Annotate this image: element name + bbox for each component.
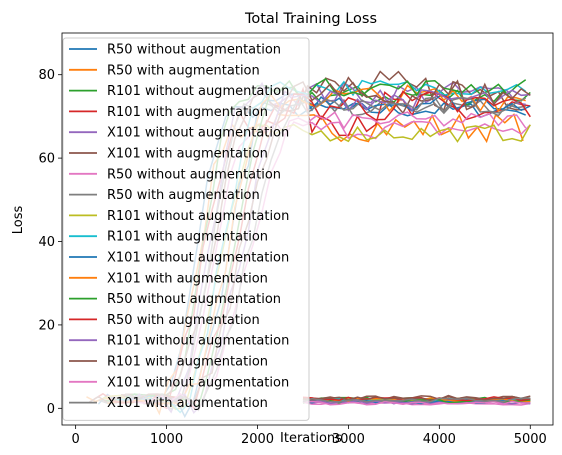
legend-label: R50 with augmentation [107, 313, 260, 328]
legend-label: R50 without augmentation [107, 43, 281, 58]
chart-title: Total Training Loss [244, 11, 377, 27]
x-tick-label: 0 [71, 432, 79, 447]
legend-label: R101 with augmentation [107, 105, 268, 120]
y-tick-label: 0 [47, 402, 55, 417]
legend: R50 without augmentation R50 with augment… [62, 37, 310, 421]
legend-label: R101 with augmentation [107, 355, 268, 370]
legend-label: X101 with augmentation [107, 147, 268, 162]
legend-label: R50 with augmentation [107, 63, 260, 78]
y-tick-label: 80 [38, 68, 55, 83]
legend-label: X101 without augmentation [107, 126, 289, 141]
legend-label: R50 without augmentation [107, 292, 281, 307]
legend-label: R50 without augmentation [107, 167, 281, 182]
legend-label: X101 without augmentation [107, 375, 289, 390]
axes: 0 1000 2000 3000 4000 5000 0 20 40 60 80 [38, 32, 554, 447]
legend-box [62, 37, 310, 421]
x-tick-label: 3000 [332, 432, 365, 447]
legend-label: R101 without augmentation [107, 209, 289, 224]
legend-label: X101 with augmentation [107, 396, 268, 411]
legend-label: R101 without augmentation [107, 334, 289, 349]
legend-label: R101 with augmentation [107, 230, 268, 245]
legend-label: R101 without augmentation [107, 84, 289, 99]
x-tick-label: 5000 [514, 432, 547, 447]
series-tail-18 [302, 397, 531, 403]
legend-label: R50 with augmentation [107, 188, 260, 203]
x-tick-label: 4000 [423, 432, 456, 447]
plot-frame [61, 32, 554, 426]
y-axis-label: Loss [11, 206, 26, 235]
x-tick-label: 2000 [241, 432, 274, 447]
legend-label: X101 without augmentation [107, 251, 289, 266]
x-axis-label: Iterations [280, 431, 342, 446]
series-tail-16 [302, 395, 531, 401]
y-tick-label: 20 [38, 318, 55, 333]
y-tick-label: 40 [38, 235, 55, 250]
series-tail-17 [302, 400, 531, 406]
legend-label: X101 with augmentation [107, 271, 268, 286]
x-tick-label: 1000 [150, 432, 183, 447]
y-tick-label: 60 [38, 152, 55, 167]
